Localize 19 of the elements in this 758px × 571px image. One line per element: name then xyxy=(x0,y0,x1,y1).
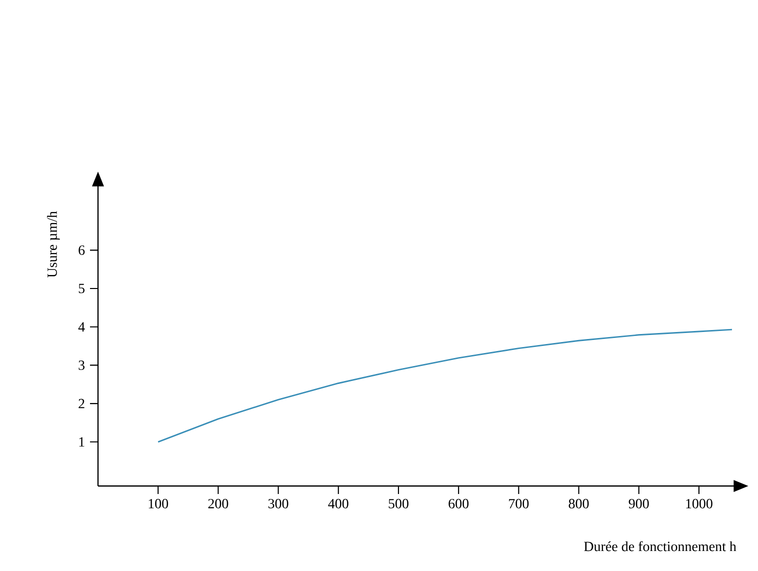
x-tick-label: 1000 xyxy=(686,498,712,508)
y-tick-label: 1 xyxy=(79,437,84,447)
y-tick-label: 5 xyxy=(78,284,85,294)
x-tick-label: 300 xyxy=(268,498,288,508)
x-tick-label: 900 xyxy=(628,498,649,508)
y-axis-title: Usure µm/h xyxy=(47,211,60,278)
x-tick-label: 600 xyxy=(448,498,469,508)
x-axis-title: Durée de fonctionnement h xyxy=(584,541,736,552)
line-series xyxy=(157,328,733,443)
x-tick-label: 700 xyxy=(509,498,529,508)
x-tick-label: 800 xyxy=(568,498,589,508)
y-tick-label: 4 xyxy=(78,322,85,332)
x-tick-label: 100 xyxy=(148,498,168,508)
x-tick-label: 200 xyxy=(208,498,228,508)
x-tick-label: 500 xyxy=(388,498,408,508)
y-tick-label: 3 xyxy=(78,360,85,370)
y-tick-label: 2 xyxy=(78,398,84,408)
y-tick-label: 6 xyxy=(78,245,85,255)
x-tick-label: 400 xyxy=(328,498,348,508)
